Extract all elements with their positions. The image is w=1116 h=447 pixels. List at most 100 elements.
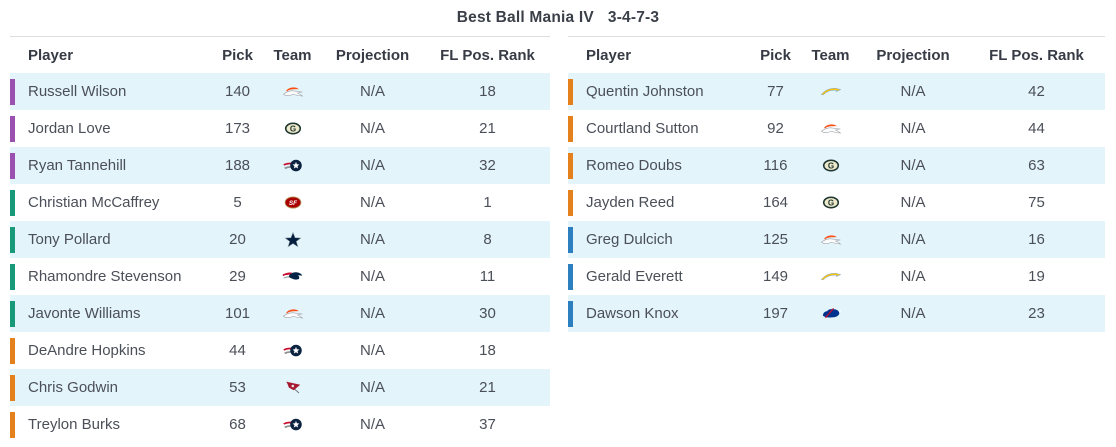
fl-pos-rank-value: 44 bbox=[1028, 120, 1045, 137]
roster-table-left: Player Pick Team Projection FL Pos. Rank… bbox=[10, 36, 550, 443]
table-row: Ryan Tannehill 188 N/A 32 bbox=[10, 147, 550, 184]
projection-value: N/A bbox=[359, 416, 385, 433]
chargers-logo bbox=[819, 83, 843, 100]
chargers-logo bbox=[819, 268, 843, 285]
fl-pos-rank-value: 1 bbox=[483, 194, 492, 211]
fl-pos-rank-value: 21 bbox=[479, 120, 496, 137]
pick-value: 149 bbox=[762, 268, 789, 285]
position-color-bar bbox=[10, 115, 15, 142]
column-header-player: Player bbox=[28, 46, 74, 64]
titans-logo bbox=[281, 342, 305, 359]
projection-value: N/A bbox=[359, 120, 385, 137]
projection-value: N/A bbox=[359, 231, 385, 248]
fl-pos-rank-value: 18 bbox=[479, 83, 496, 100]
fl-pos-rank-value: 16 bbox=[1028, 231, 1045, 248]
pick-value: 125 bbox=[762, 231, 789, 248]
table-row: Courtland Sutton 92 N/A 44 bbox=[568, 110, 1105, 147]
pick-value: 164 bbox=[762, 194, 789, 211]
projection-value: N/A bbox=[900, 231, 926, 248]
table-row: Romeo Doubs 116 N/A 63 bbox=[568, 147, 1105, 184]
record-text: 3-4-7-3 bbox=[607, 9, 660, 26]
table-row: DeAndre Hopkins 44 N/A 18 bbox=[10, 332, 550, 369]
projection-value: N/A bbox=[900, 305, 926, 322]
table-row: Jordan Love 173 N/A 21 bbox=[10, 110, 550, 147]
position-color-bar bbox=[568, 115, 573, 142]
table-row: Tony Pollard 20 N/A 8 bbox=[10, 221, 550, 258]
pick-value: 29 bbox=[229, 268, 246, 285]
packers-logo bbox=[819, 157, 843, 174]
pick-value: 68 bbox=[229, 416, 246, 433]
fl-pos-rank-value: 75 bbox=[1028, 194, 1045, 211]
player-name: Jordan Love bbox=[28, 120, 111, 137]
position-color-bar bbox=[10, 337, 15, 364]
position-color-bar bbox=[10, 263, 15, 290]
position-color-bar bbox=[10, 78, 15, 105]
position-color-bar bbox=[568, 226, 573, 253]
broncos-logo bbox=[281, 305, 305, 322]
projection-value: N/A bbox=[359, 342, 385, 359]
table-row: Chris Godwin 53 N/A 21 bbox=[10, 369, 550, 406]
table-row: Quentin Johnston 77 N/A 42 bbox=[568, 73, 1105, 110]
table-row: Dawson Knox 197 N/A 23 bbox=[568, 295, 1105, 332]
player-name: Chris Godwin bbox=[28, 379, 119, 396]
broncos-logo bbox=[281, 83, 305, 100]
fl-pos-rank-value: 37 bbox=[479, 416, 496, 433]
position-color-bar bbox=[568, 300, 573, 327]
projection-value: N/A bbox=[359, 83, 385, 100]
position-color-bar bbox=[10, 411, 15, 438]
table-row: Rhamondre Stevenson 29 N/A 11 bbox=[10, 258, 550, 295]
column-header-projection: Projection bbox=[876, 46, 950, 64]
fl-pos-rank-value: 19 bbox=[1028, 268, 1045, 285]
position-color-bar bbox=[10, 374, 15, 401]
projection-value: N/A bbox=[359, 379, 385, 396]
buccaneers-logo bbox=[281, 379, 305, 396]
position-color-bar bbox=[568, 189, 573, 216]
player-name: Christian McCaffrey bbox=[28, 194, 160, 211]
fl-pos-rank-value: 18 bbox=[479, 342, 496, 359]
pick-value: 92 bbox=[767, 120, 784, 137]
projection-value: N/A bbox=[900, 120, 926, 137]
bills-logo bbox=[819, 305, 843, 322]
roster-table-right: Player Pick Team Projection FL Pos. Rank… bbox=[568, 36, 1105, 332]
player-name: Javonte Williams bbox=[28, 305, 141, 322]
position-color-bar bbox=[10, 152, 15, 179]
position-color-bar bbox=[10, 300, 15, 327]
fl-pos-rank-value: 21 bbox=[479, 379, 496, 396]
projection-value: N/A bbox=[359, 268, 385, 285]
player-name: Tony Pollard bbox=[28, 231, 111, 248]
column-header-fl-pos-rank: FL Pos. Rank bbox=[440, 46, 535, 64]
table-row: Treylon Burks 68 N/A 37 bbox=[10, 406, 550, 443]
position-color-bar bbox=[568, 78, 573, 105]
pick-value: 140 bbox=[224, 83, 251, 100]
table-row: Javonte Williams 101 N/A 30 bbox=[10, 295, 550, 332]
cowboys-logo bbox=[281, 231, 305, 248]
projection-value: N/A bbox=[359, 305, 385, 322]
pick-value: 5 bbox=[233, 194, 242, 211]
pick-value: 20 bbox=[229, 231, 246, 248]
table-row: Russell Wilson 140 N/A 18 bbox=[10, 73, 550, 110]
broncos-logo bbox=[819, 120, 843, 137]
player-name: Treylon Burks bbox=[28, 416, 120, 433]
position-color-bar bbox=[10, 226, 15, 253]
contest-name: Best Ball Mania IV bbox=[456, 9, 594, 26]
player-name: Romeo Doubs bbox=[586, 157, 682, 174]
position-color-bar bbox=[10, 189, 15, 216]
fl-pos-rank-value: 30 bbox=[479, 305, 496, 322]
column-header-team: Team bbox=[811, 46, 850, 64]
column-header-pick: Pick bbox=[760, 46, 791, 64]
table-row: Greg Dulcich 125 N/A 16 bbox=[568, 221, 1105, 258]
table-row: Gerald Everett 149 N/A 19 bbox=[568, 258, 1105, 295]
projection-value: N/A bbox=[900, 157, 926, 174]
table-row: Christian McCaffrey 5 N/A 1 bbox=[10, 184, 550, 221]
fl-pos-rank-value: 11 bbox=[479, 268, 496, 285]
fl-pos-rank-value: 23 bbox=[1028, 305, 1045, 322]
table-row: Jayden Reed 164 N/A 75 bbox=[568, 184, 1105, 221]
column-header-fl-pos-rank: FL Pos. Rank bbox=[989, 46, 1084, 64]
player-name: Russell Wilson bbox=[28, 83, 127, 100]
pick-value: 188 bbox=[224, 157, 251, 174]
player-name: Courtland Sutton bbox=[586, 120, 699, 137]
player-name: Gerald Everett bbox=[586, 268, 683, 285]
player-name: Greg Dulcich bbox=[586, 231, 673, 248]
fl-pos-rank-value: 32 bbox=[479, 157, 496, 174]
